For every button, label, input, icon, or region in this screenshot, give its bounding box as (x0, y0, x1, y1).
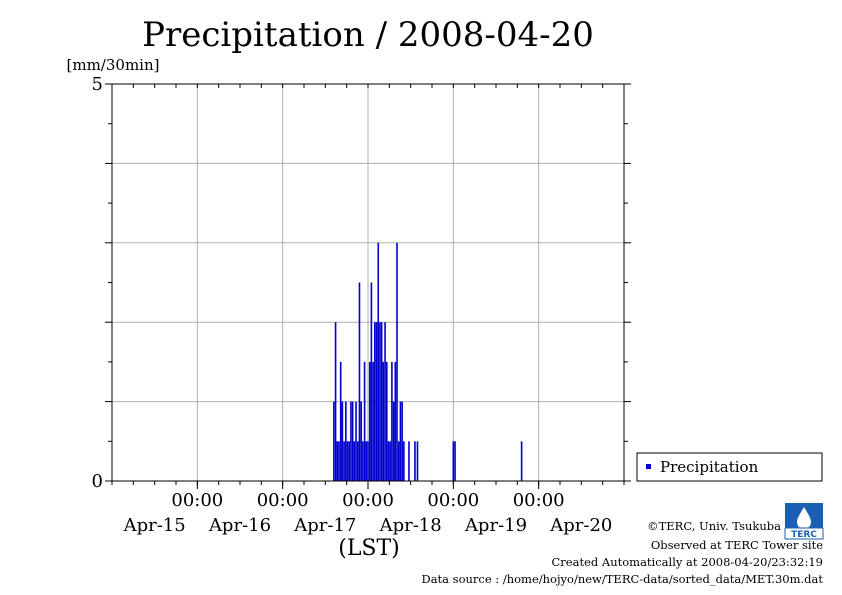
precipitation-bar-2 (336, 441, 339, 481)
y-axis-unit-label: [mm/30min] (67, 56, 160, 74)
precipitation-bar-46 (454, 441, 456, 481)
precipitation-bar-9 (348, 441, 351, 481)
precipitation-bar-12 (353, 441, 356, 481)
terc-logo: TERC (784, 503, 824, 540)
created-text: Created Automatically at 2008-04-20/23:3… (552, 555, 824, 569)
water-drop-icon (797, 507, 811, 529)
precipitation-bar-33 (389, 441, 391, 481)
precipitation-bar-13 (355, 401, 357, 481)
precipitation-bar-36 (394, 361, 397, 481)
x-date-label-3: Apr-18 (379, 515, 442, 536)
axis-ticks (105, 83, 631, 489)
precipitation-bar-22 (370, 282, 373, 481)
precipitation-bar-32 (387, 441, 390, 481)
legend-swatch (646, 464, 651, 469)
x-time-label-3: 00:00 (427, 490, 479, 511)
chart-title: Precipitation / 2008-04-20 (142, 15, 594, 55)
x-date-label-2: Apr-17 (293, 515, 356, 536)
y-tick-labels: 05 (92, 74, 103, 492)
logo-banner (784, 527, 824, 540)
x-time-label-1: 00:00 (257, 490, 309, 511)
precipitation-bar-44 (416, 441, 419, 481)
precipitation-bar-31 (385, 361, 388, 481)
grid-lines (112, 84, 624, 481)
legend: Precipitation (636, 452, 823, 482)
precipitation-bar-21 (368, 361, 371, 481)
precipitation-bar-1 (334, 322, 337, 481)
x-time-label-4: 00:00 (513, 490, 565, 511)
precipitation-bar-28 (380, 322, 383, 481)
precipitation-bar-35 (392, 401, 395, 481)
precipitation-bar-15 (358, 282, 361, 481)
precipitation-bar-20 (367, 441, 369, 481)
precipitation-bar-18 (363, 361, 366, 481)
x-date-label-1: Apr-16 (208, 515, 271, 536)
y-tick-label-1: 5 (92, 74, 103, 95)
precipitation-bar-47 (520, 441, 523, 481)
precipitation-bar-11 (351, 401, 354, 481)
precipitation-bar-40 (401, 401, 403, 481)
x-date-label-5: Apr-20 (549, 515, 612, 536)
x-time-label-2: 00:00 (342, 490, 394, 511)
precipitation-bar-0 (333, 401, 335, 481)
precipitation-bar-10 (350, 401, 352, 481)
x-date-label-0: Apr-15 (123, 515, 186, 536)
precipitation-bar-16 (360, 401, 362, 481)
precipitation-bar-8 (346, 441, 349, 481)
precipitation-bar-29 (382, 361, 385, 481)
legend-box (636, 452, 823, 482)
legend-label: Precipitation (660, 458, 759, 476)
precipitation-bar-41 (403, 441, 405, 481)
precipitation-bar-42 (408, 441, 410, 481)
precipitation-bar-27 (379, 322, 381, 481)
precipitation-bar-26 (377, 242, 380, 481)
precipitation-bar-7 (345, 401, 347, 481)
copyright-text: ©TERC, Univ. Tsukuba (647, 519, 781, 533)
data-source-text: Data source : /home/hojyo/new/TERC-data/… (421, 572, 823, 586)
precipitation-bar-24 (374, 322, 376, 481)
x-tick-labels: 00:00 00:00 00:00 00:00 00:00 Apr-15 Apr-16 Apr… (123, 490, 613, 536)
y-tick-label-0: 0 (92, 471, 103, 492)
precipitation-bar-37 (396, 242, 398, 481)
precipitation-bars (333, 242, 523, 481)
x-date-label-4: Apr-19 (464, 515, 527, 536)
precipitation-bar-5 (341, 401, 344, 481)
precipitation-bar-38 (397, 441, 400, 481)
precipitation-bar-39 (399, 401, 402, 481)
x-time-label-0: 00:00 (171, 490, 223, 511)
precipitation-bar-4 (339, 361, 342, 481)
x-axis-label: (LST) (338, 536, 400, 561)
precipitation-bar-17 (362, 441, 364, 481)
logo-text: TERC (791, 530, 817, 540)
observed-text: Observed at TERC Tower site (651, 538, 823, 552)
precipitation-bar-45 (452, 441, 455, 481)
precipitation-bar-34 (391, 361, 393, 481)
precipitation-bar-6 (343, 441, 345, 481)
precipitation-bar-14 (356, 441, 359, 481)
precipitation-bar-23 (372, 361, 374, 481)
precipitation-bar-19 (365, 441, 368, 481)
precipitation-bar-3 (338, 441, 340, 481)
precipitation-bar-30 (384, 322, 386, 481)
precipitation-bar-43 (414, 441, 416, 481)
precipitation-bar-25 (375, 322, 378, 481)
